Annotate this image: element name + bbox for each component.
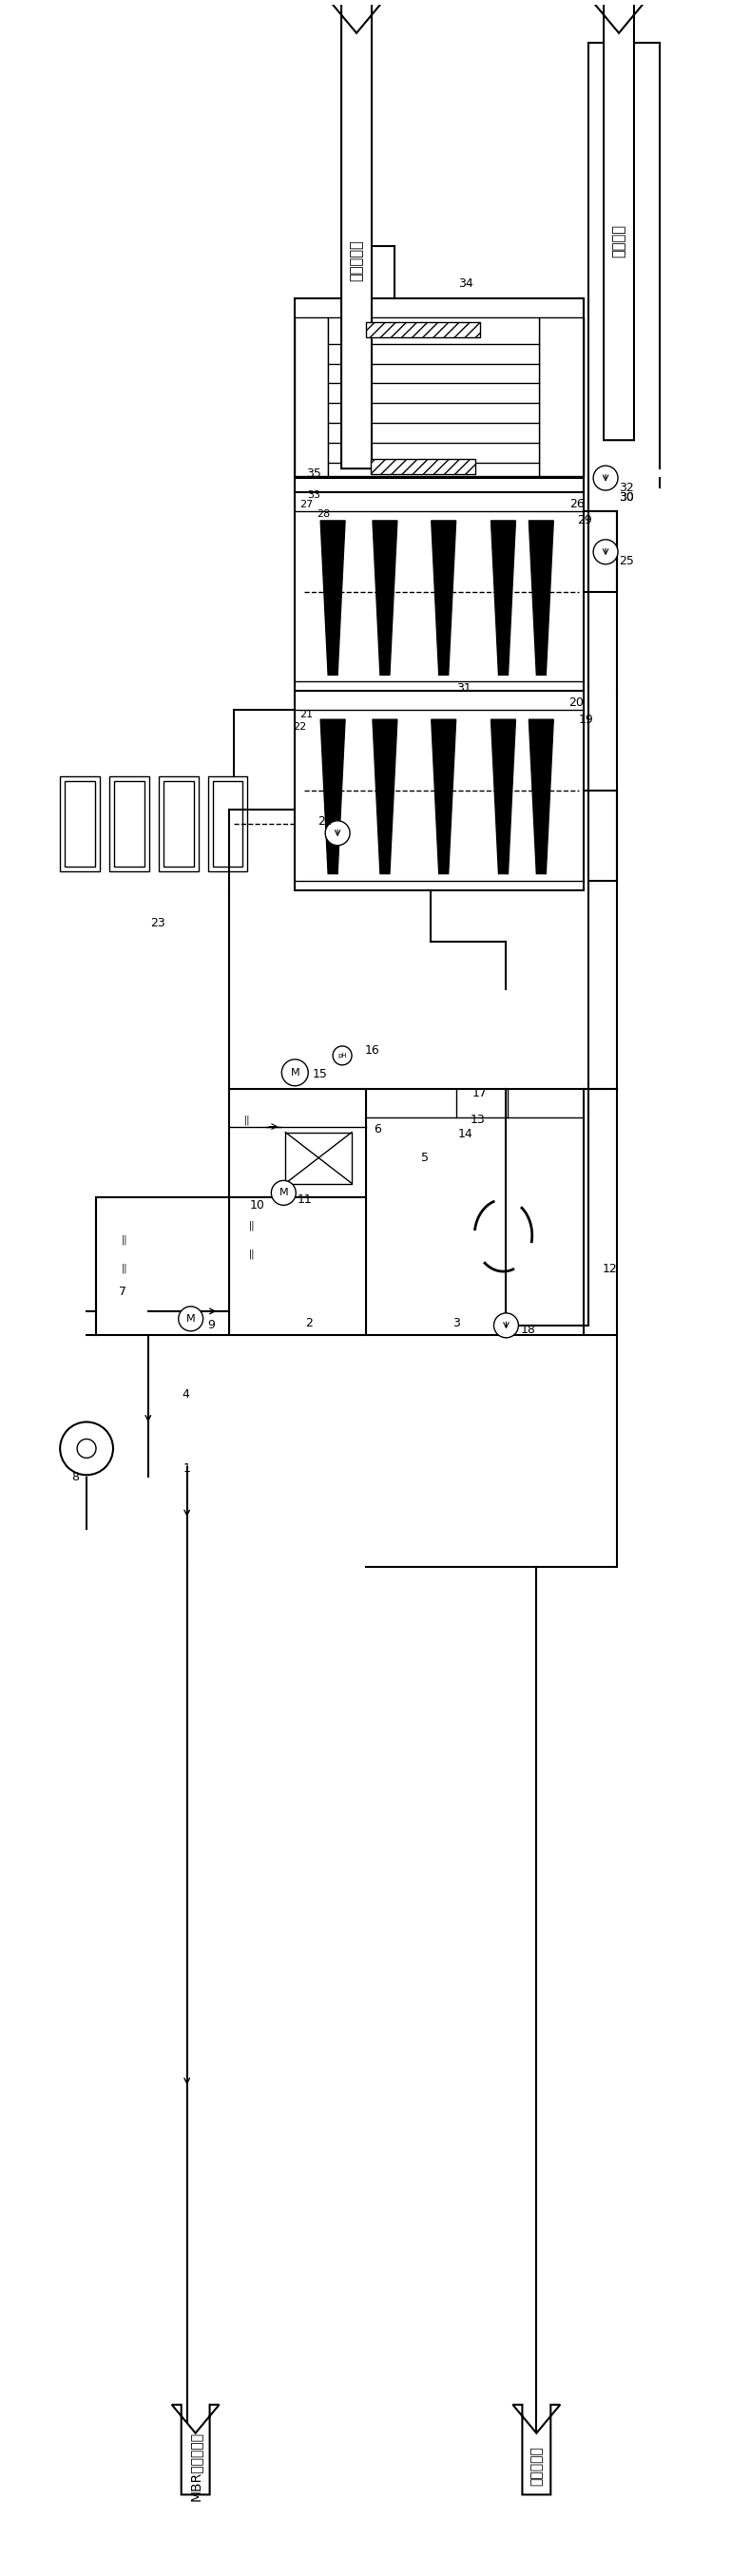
Bar (110, 775, 149, 871)
Bar (295, 690, 584, 889)
Text: 34: 34 (458, 278, 473, 291)
Circle shape (325, 822, 350, 845)
Circle shape (594, 538, 618, 564)
Polygon shape (594, 3, 643, 440)
Polygon shape (373, 520, 397, 675)
Text: 4: 4 (182, 1388, 190, 1401)
Bar (114, 781, 144, 866)
Circle shape (281, 1059, 308, 1087)
Polygon shape (529, 719, 553, 873)
Bar (295, 492, 584, 690)
Bar (163, 781, 194, 866)
Bar (229, 1198, 366, 1334)
Text: 17: 17 (472, 1087, 487, 1100)
Circle shape (77, 1440, 96, 1458)
Polygon shape (529, 520, 553, 675)
Text: ||: || (244, 1115, 251, 1126)
Text: 19: 19 (578, 714, 593, 726)
Text: M: M (290, 1069, 300, 1077)
Polygon shape (431, 520, 456, 675)
Text: 30: 30 (619, 492, 634, 502)
Text: 33: 33 (307, 489, 320, 500)
Text: 16: 16 (365, 1046, 380, 1056)
Text: 11: 11 (297, 1193, 312, 1206)
Circle shape (178, 1306, 203, 1332)
Text: 32: 32 (619, 482, 634, 495)
Bar (96, 1198, 229, 1334)
Bar (208, 775, 248, 871)
Text: M: M (186, 1314, 195, 1324)
Polygon shape (512, 2406, 560, 2494)
Bar (286, 1133, 352, 1185)
Bar (371, 459, 475, 474)
Bar (328, 317, 539, 477)
Text: 12: 12 (602, 1262, 617, 1275)
Text: 35: 35 (306, 466, 322, 479)
Text: 20: 20 (569, 696, 584, 708)
Text: 6: 6 (374, 1123, 381, 1136)
Polygon shape (373, 719, 397, 873)
Text: 污泵浓缩液: 污泵浓缩液 (530, 2447, 543, 2486)
Text: 5: 5 (421, 1151, 428, 1164)
Bar (295, 299, 584, 479)
Text: 27: 27 (300, 500, 313, 510)
Text: 22: 22 (293, 721, 306, 732)
Text: 3: 3 (452, 1316, 460, 1329)
Text: 达标排放: 达标排放 (612, 224, 626, 258)
Bar (539, 317, 584, 477)
Text: 29: 29 (577, 515, 592, 528)
Circle shape (271, 1180, 296, 1206)
Text: ||: || (249, 1221, 255, 1231)
Text: pH: pH (338, 1054, 347, 1059)
Circle shape (333, 1046, 352, 1064)
Text: 18: 18 (520, 1324, 536, 1337)
Text: 浓缩液燃烧: 浓缩液燃烧 (349, 240, 363, 281)
Bar (65, 781, 95, 866)
Text: 21: 21 (300, 711, 313, 719)
Bar (366, 1090, 584, 1334)
Polygon shape (431, 719, 456, 873)
Text: 10: 10 (249, 1198, 265, 1211)
Text: MBR浓缩液原液: MBR浓缩液原液 (189, 2432, 202, 2501)
Polygon shape (491, 719, 515, 873)
Text: 28: 28 (317, 510, 330, 518)
Text: 1: 1 (183, 1463, 191, 1473)
Polygon shape (320, 520, 345, 675)
Polygon shape (172, 2406, 219, 2494)
Circle shape (494, 1314, 518, 1337)
Polygon shape (320, 719, 345, 873)
Bar (213, 781, 243, 866)
Bar (60, 775, 100, 871)
Text: 15: 15 (312, 1069, 327, 1082)
Text: 7: 7 (118, 1285, 126, 1298)
Circle shape (60, 1422, 113, 1476)
Text: 30: 30 (619, 492, 634, 502)
Text: ||: || (121, 1236, 127, 1244)
Text: 23: 23 (150, 917, 165, 930)
Text: 24: 24 (318, 817, 333, 827)
Polygon shape (491, 520, 515, 675)
Bar (366, 322, 480, 337)
Circle shape (594, 466, 618, 489)
Text: 8: 8 (72, 1471, 79, 1484)
Text: 26: 26 (569, 497, 585, 510)
Text: 25: 25 (619, 556, 634, 567)
Bar (229, 1090, 366, 1198)
Text: 31: 31 (456, 683, 471, 696)
Bar (159, 775, 198, 871)
Text: 2: 2 (306, 1316, 313, 1329)
Text: 14: 14 (458, 1128, 473, 1141)
Text: ||: || (121, 1265, 127, 1273)
Polygon shape (332, 3, 381, 469)
Bar (295, 317, 328, 477)
Text: M: M (279, 1188, 288, 1198)
Text: ||: || (249, 1249, 255, 1260)
Text: 9: 9 (208, 1319, 216, 1332)
Text: 13: 13 (470, 1113, 485, 1126)
